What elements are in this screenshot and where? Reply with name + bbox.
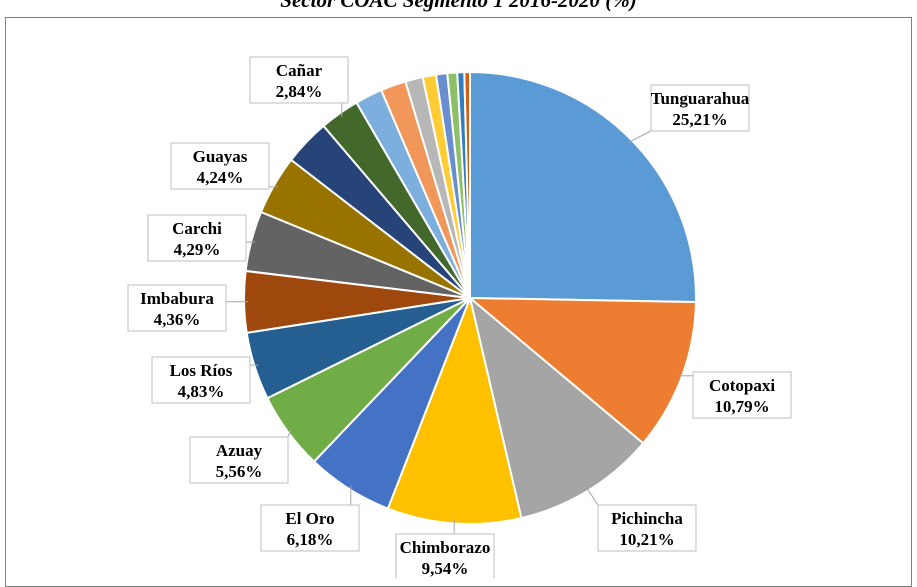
- slice-value-label: 4,29%: [174, 240, 221, 259]
- slice-value-label: 25,21%: [672, 110, 727, 129]
- pie-slices: [243, 70, 697, 525]
- data-label-box: [127, 284, 227, 332]
- data-label-box: [249, 56, 349, 104]
- chart-title: Sector COAC Segmento 1 2016-2020 (%): [280, 0, 637, 12]
- slice-label: El Oro: [285, 509, 334, 528]
- pie-slice-tunguarahua: [469, 70, 697, 304]
- slice-label: Pichincha: [611, 509, 683, 528]
- slice-label: Tunguarahua: [651, 89, 750, 108]
- data-label-box: [395, 533, 495, 578]
- slice-label: Azuay: [216, 441, 263, 460]
- pie-slice-cotopaxi: [467, 296, 697, 445]
- data-label-box: [692, 371, 792, 419]
- slice-value-label: 6,18%: [287, 530, 334, 549]
- data-label-box: [189, 436, 289, 484]
- data-label-box: [170, 142, 270, 190]
- slice-value-label: 4,36%: [154, 310, 201, 329]
- slice-value-label: 4,83%: [178, 382, 225, 401]
- slice-value-label: 5,56%: [216, 462, 263, 481]
- slice-value-label: 4,24%: [197, 168, 244, 187]
- leader-line: [628, 130, 652, 143]
- data-label-box: [260, 504, 360, 552]
- slice-label: Cañar: [276, 61, 323, 80]
- slice-label: Carchi: [172, 219, 222, 238]
- leader-line: [585, 486, 599, 506]
- leader-line: [287, 429, 292, 438]
- slice-value-label: 10,21%: [619, 530, 674, 549]
- slice-value-label: 9,54%: [422, 559, 469, 578]
- pie-slice-unlabeled-19: [463, 70, 471, 299]
- slice-label: Los Ríos: [170, 361, 233, 380]
- data-label-box: [597, 504, 697, 552]
- slice-label: Cotopaxi: [709, 376, 775, 395]
- slice-label: Imbabura: [140, 289, 214, 308]
- data-label-box: [650, 84, 750, 132]
- pie-labels: Tunguarahua 25,21% Cotopaxi 10,79% Pichincha…: [127, 56, 792, 578]
- slice-value-label: 2,84%: [276, 82, 323, 101]
- slice-value-label: 10,79%: [714, 397, 769, 416]
- data-label-box: [147, 214, 247, 262]
- slice-label: Chimborazo: [400, 538, 491, 557]
- data-label-box: [151, 356, 251, 404]
- slice-label: Guayas: [193, 147, 248, 166]
